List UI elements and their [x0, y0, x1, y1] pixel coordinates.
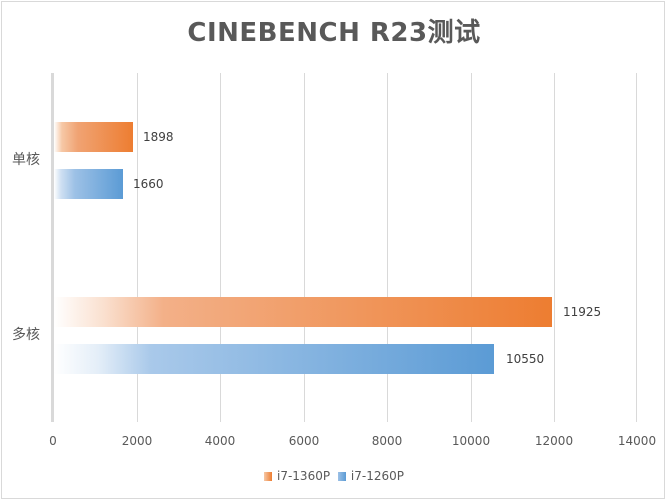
- gridline-8000: [387, 73, 388, 422]
- category-axis-line: [51, 73, 54, 422]
- bar-single-i7-1360p: [54, 122, 133, 152]
- data-label-multi-i7-1360p: 11925: [563, 305, 602, 319]
- x-tick-4000: 4000: [204, 434, 236, 448]
- legend-swatch-orange-icon: [264, 471, 272, 481]
- bar-single-i7-1260p: [54, 169, 123, 199]
- data-label-single-i7-1360p: 1898: [143, 130, 174, 144]
- plot-area: 1898 1660 11925 10550: [51, 73, 637, 422]
- data-label-multi-i7-1260p: 10550: [506, 352, 545, 366]
- legend-item-i7-1360p[interactable]: i7-1360P: [264, 469, 330, 483]
- x-tick-8000: 8000: [371, 434, 403, 448]
- x-tick-14000: 14000: [617, 434, 657, 448]
- legend-label-i7-1260p: i7-1260P: [350, 469, 404, 483]
- legend-swatch-blue-icon: [337, 471, 346, 481]
- x-tick-6000: 6000: [288, 434, 320, 448]
- legend: i7-1360P i7-1260P: [0, 469, 668, 484]
- category-label-single: 单核: [12, 152, 40, 168]
- gridline-6000: [303, 73, 305, 422]
- legend-label-i7-1360p: i7-1360P: [277, 469, 331, 483]
- chart-title: CINEBENCH R23测试: [187, 18, 481, 48]
- x-tick-12000: 12000: [534, 434, 574, 448]
- gridline-2000: [136, 73, 138, 422]
- gridline-14000: [636, 73, 637, 422]
- gridline-4000: [220, 73, 221, 422]
- x-tick-2000: 2000: [121, 434, 153, 448]
- x-tick-10000: 10000: [451, 434, 491, 448]
- x-tick-0: 0: [49, 434, 57, 448]
- data-label-single-i7-1260p: 1660: [133, 177, 164, 191]
- gridline-12000: [554, 73, 555, 422]
- bar-multi-i7-1360p: [54, 297, 552, 327]
- category-label-multi: 多核: [12, 327, 40, 343]
- bar-multi-i7-1260p: [54, 344, 494, 374]
- legend-item-i7-1260p[interactable]: i7-1260P: [337, 469, 404, 483]
- gridline-10000: [470, 73, 472, 422]
